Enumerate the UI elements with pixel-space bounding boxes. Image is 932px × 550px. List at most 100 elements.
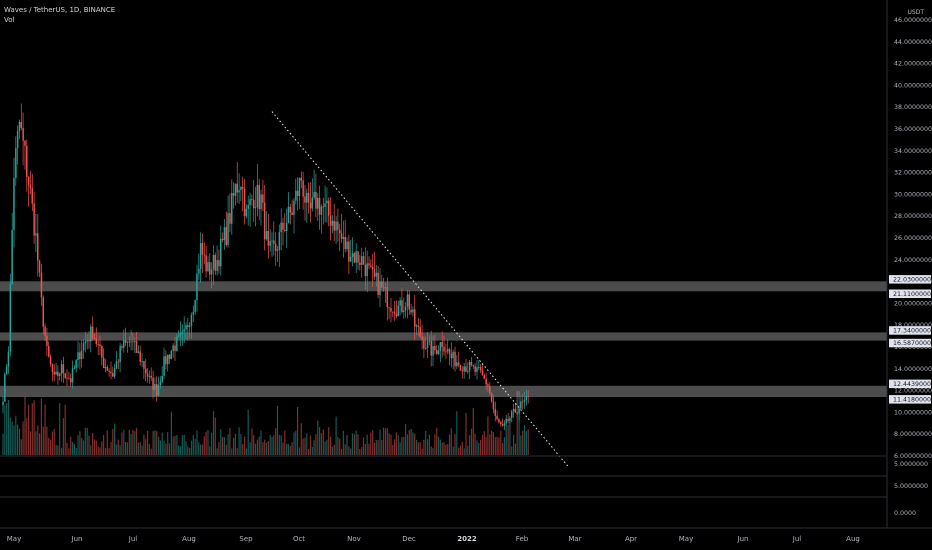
volume-bar: [200, 444, 202, 455]
price-zone: [0, 332, 887, 341]
volume-indicator-label[interactable]: Vol: [4, 16, 15, 24]
volume-bar: [227, 434, 229, 455]
volume-bar: [84, 427, 86, 455]
volume-bar: [168, 443, 171, 455]
level-label-bg: [889, 275, 931, 284]
volume-bar: [284, 430, 286, 455]
candle-body: [370, 265, 372, 267]
candle-body: [401, 300, 403, 313]
candle-body: [27, 177, 30, 186]
candle-body: [187, 325, 189, 328]
volume-bar: [176, 435, 178, 455]
volume-bar: [361, 447, 363, 455]
candle-body: [454, 351, 456, 367]
time-axis[interactable]: May Jun Jul Aug Sep Oct Nov Dec 2022 Feb Mar Apr May…: [7, 535, 860, 543]
candle-body: [236, 183, 238, 193]
candle-body: [511, 411, 513, 418]
volume-bar: [447, 444, 449, 455]
volume-bar: [432, 448, 434, 455]
volume-bar: [366, 434, 368, 455]
level-label: 12.44390000: [893, 381, 932, 388]
volume-bar: [73, 444, 75, 455]
volume-bar: [425, 431, 427, 455]
candle-body: [523, 399, 526, 402]
candle-body: [24, 140, 26, 146]
volume-bar: [29, 431, 31, 455]
volume-bar: [68, 448, 70, 455]
volume-bar: [267, 440, 269, 455]
time-tick-label: Jul: [128, 535, 138, 543]
candle-body: [260, 194, 262, 210]
volume-bar: [145, 438, 147, 455]
candle-body: [494, 409, 496, 416]
volume-bar: [406, 434, 408, 455]
volume-bar: [125, 442, 127, 455]
volume-bar: [161, 432, 163, 455]
lower-panes: [0, 455, 932, 529]
volume-bar: [308, 448, 310, 455]
price-tick-label: 16.00000000: [894, 344, 932, 351]
volume-bar: [390, 434, 392, 455]
candle-body: [371, 267, 374, 270]
candle-body: [216, 260, 218, 271]
volume-bar: [469, 435, 471, 455]
candle-body: [509, 418, 511, 422]
candle-body: [450, 353, 453, 359]
candle-body: [306, 192, 308, 203]
volume-bar: [478, 442, 480, 455]
volume-bar: [194, 438, 196, 455]
volume-bar: [346, 435, 348, 455]
candle-body: [467, 370, 469, 372]
candle-body: [249, 199, 251, 206]
volume-bar: [291, 442, 293, 455]
volume-bar: [421, 448, 423, 455]
volume-bar: [494, 437, 496, 455]
candle-body: [176, 336, 178, 351]
time-tick-label: 2022: [457, 535, 477, 543]
volume-bar: [276, 405, 279, 455]
dotted-trendline: [271, 111, 569, 468]
volume-bar: [350, 448, 352, 455]
volume-bar: [136, 427, 138, 455]
volume-bar: [315, 434, 317, 455]
volume-bar: [331, 446, 333, 455]
volume-bar: [395, 432, 397, 455]
symbol-title[interactable]: Waves / TetherUS, 1D, BINANCE: [4, 6, 116, 14]
volume-bar: [322, 429, 324, 455]
candle-body: [174, 345, 176, 351]
volume-bar: [465, 412, 467, 455]
level-label-bg: [889, 326, 931, 335]
time-tick-label: May: [679, 535, 693, 543]
candle-body: [64, 373, 66, 378]
volume-bar: [20, 439, 22, 455]
candle-body: [199, 243, 202, 269]
candle-body: [507, 419, 509, 422]
candle-body: [196, 273, 198, 301]
candle-body: [108, 370, 110, 372]
price-tick-label: 8.00000000: [894, 431, 932, 438]
trendline-drawing[interactable]: [271, 111, 569, 468]
price-tick-label: 32.00000000: [894, 170, 932, 177]
volume-bar: [355, 430, 357, 455]
volume-bar: [302, 438, 304, 455]
candle-body: [97, 344, 99, 345]
volume-bar: [220, 429, 222, 455]
candle-body: [179, 333, 182, 336]
volume-bar: [190, 440, 193, 455]
candle-body: [207, 262, 209, 272]
volume-bar: [214, 417, 216, 455]
candle-body: [70, 378, 72, 383]
volume-bar: [328, 427, 330, 455]
candle-body: [194, 300, 196, 312]
candle-body: [456, 362, 458, 367]
candle-body: [280, 222, 282, 233]
volume-bar: [99, 447, 101, 455]
candle-body: [265, 231, 268, 240]
volume-bar: [348, 446, 350, 455]
volume-bar: [262, 442, 264, 455]
level-label-bg: [889, 338, 931, 348]
volume-bar: [298, 447, 301, 455]
candle-body: [331, 220, 334, 226]
